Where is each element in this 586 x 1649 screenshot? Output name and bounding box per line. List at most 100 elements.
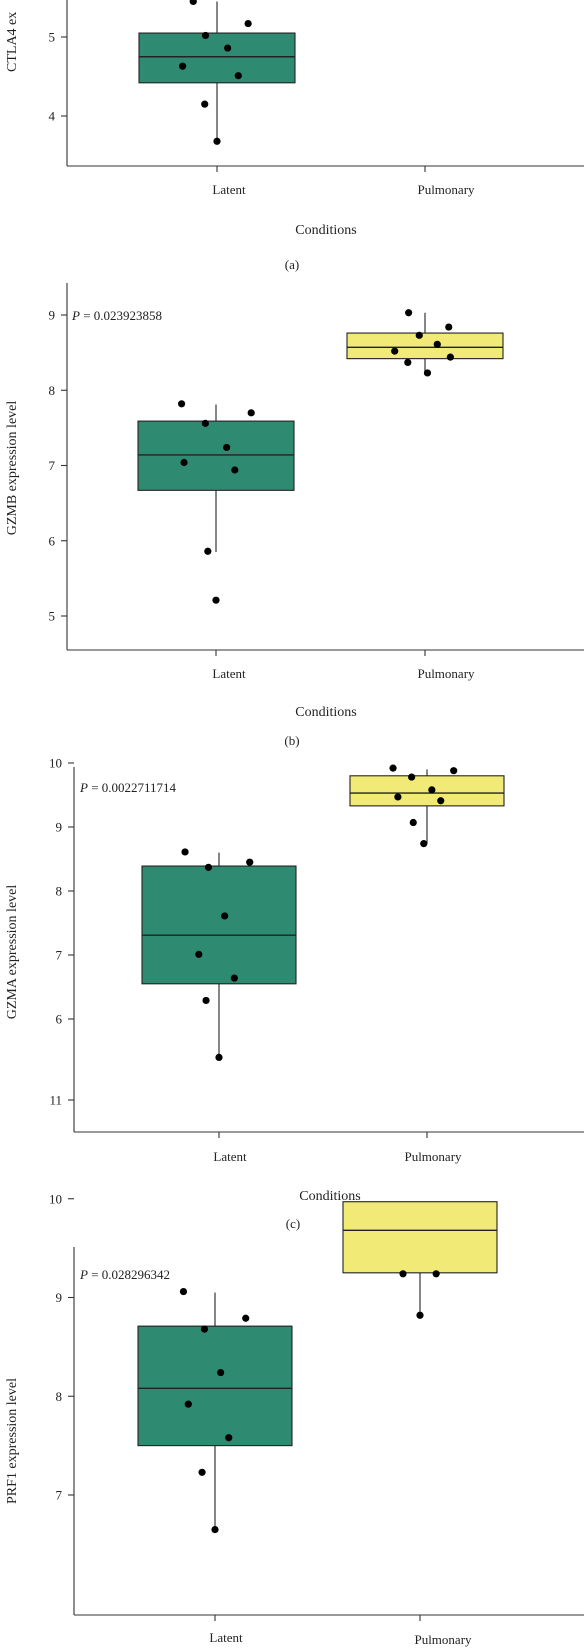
data-point (423, 369, 432, 377)
data-point (189, 0, 197, 6)
p-value-label: P = 0.023923858 (71, 308, 162, 323)
data-point (416, 1311, 424, 1319)
y-tick-label: 10 (49, 756, 62, 771)
x-tick-label-latent: Latent (209, 1630, 243, 1645)
x-axis-title: Conditions (295, 223, 356, 238)
y-axis-title: PRF1 expression level (5, 1378, 20, 1504)
data-point (446, 353, 454, 361)
plot-marks: 6 7 8 9 10 (49, 756, 505, 1138)
data-point (221, 912, 229, 920)
data-point (420, 840, 428, 848)
data-point (437, 797, 445, 805)
data-point (223, 443, 231, 452)
y-tick-label: 7 (56, 1488, 63, 1503)
plot-marks: 7 8 9 10 11 (49, 1093, 498, 1621)
panel-label: (c) (286, 1216, 300, 1231)
panel-label: (b) (284, 733, 299, 748)
data-point (405, 309, 413, 317)
data-point (433, 340, 441, 348)
x-tick-label-latent: Latent (213, 1149, 247, 1164)
y-tick-label: 6 (49, 533, 56, 548)
y-tick-label: 6 (56, 1012, 63, 1027)
panel-label: (a) (285, 257, 299, 272)
plot-marks: 5 6 7 8 9 (49, 308, 504, 656)
data-point (394, 793, 402, 801)
box-pulmonary (346, 332, 504, 360)
prf1-box-plot: P = 0.028296342 PRF1 expression level La… (5, 1093, 584, 1647)
data-point (198, 1468, 206, 1476)
data-point (445, 323, 453, 331)
p-symbol: P (79, 1267, 88, 1282)
p-value: = 0.0022711714 (88, 780, 177, 795)
data-point (432, 1270, 440, 1278)
p-symbol: P (79, 780, 88, 795)
y-tick-label: 7 (56, 948, 63, 963)
y-tick-label: 9 (56, 820, 63, 835)
y-tick-label: 7 (49, 458, 56, 473)
plot-marks: 45 (49, 0, 426, 172)
data-point (180, 458, 188, 467)
data-point (195, 950, 203, 958)
data-point (244, 19, 252, 28)
box-latent (141, 865, 297, 985)
y-tick-label: 10 (49, 1191, 62, 1206)
x-tick-label-pulmonary: Pulmonary (404, 1149, 462, 1164)
data-point (200, 1325, 209, 1333)
data-point (179, 1287, 188, 1296)
data-point (409, 818, 417, 827)
data-point (428, 786, 436, 794)
p-value-label: P = 0.0022711714 (79, 780, 177, 795)
y-axis-title: GZMA expression level (5, 885, 20, 1020)
y-tick-label: 8 (56, 884, 63, 899)
data-point (184, 1400, 192, 1408)
data-point (202, 996, 210, 1005)
data-point (399, 1270, 407, 1278)
data-point (408, 773, 416, 781)
box-pulmonary (349, 775, 505, 807)
y-tick-label: 11 (49, 1093, 62, 1108)
y-axis-title: GZMB expression level (5, 401, 20, 536)
box-latent (137, 1325, 293, 1447)
y-tick-label: 9 (56, 1290, 63, 1305)
x-axis-title: Conditions (299, 1189, 360, 1204)
data-point (213, 137, 221, 145)
data-point (181, 848, 189, 856)
x-tick-label-pulmonary: Pulmonary (417, 182, 475, 197)
y-axis-title: CTLA4 ex (5, 12, 20, 72)
data-point (215, 1053, 223, 1061)
data-point (224, 44, 232, 52)
x-tick-label-latent: Latent (212, 182, 246, 197)
y-tick-label: 4 (49, 109, 56, 124)
data-point (242, 1314, 250, 1322)
data-point (212, 596, 220, 604)
data-point (201, 100, 209, 108)
data-point (204, 863, 213, 871)
data-point (230, 974, 238, 982)
x-tick-label-pulmonary: Pulmonary (417, 666, 475, 681)
data-point (201, 31, 210, 40)
y-tick-label: 5 (49, 609, 56, 624)
data-point (450, 767, 458, 775)
box-latent (137, 420, 295, 491)
y-tick-label: 9 (49, 308, 56, 323)
data-point (234, 72, 242, 80)
data-point (217, 1368, 225, 1377)
y-tick-label: 5 (49, 30, 56, 45)
y-tick-label: 8 (49, 383, 56, 398)
data-point (415, 331, 423, 339)
box-pulmonary (342, 1201, 498, 1274)
x-tick-label-latent: Latent (212, 666, 246, 681)
data-point (179, 62, 187, 70)
data-point (204, 547, 212, 555)
data-point (404, 358, 412, 367)
gzma-box-plot: P = 0.0022711714 GZMA expression level L… (5, 756, 584, 1231)
data-point (178, 400, 186, 408)
p-symbol: P (71, 308, 80, 323)
gzmb-box-plot: P = 0.023923858 GZMB expression level La… (5, 283, 584, 748)
x-axis-title: Conditions (295, 705, 356, 720)
box-latent (138, 32, 296, 84)
x-tick-label-pulmonary: Pulmonary (414, 1632, 472, 1647)
data-point (391, 347, 399, 355)
data-point (211, 1525, 219, 1534)
y-tick-label: 8 (56, 1389, 63, 1404)
